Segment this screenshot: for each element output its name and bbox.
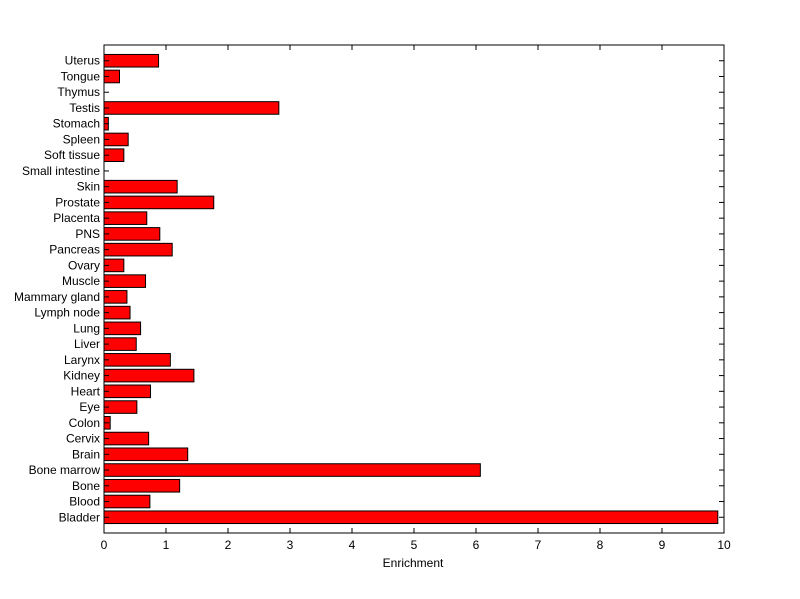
bar-cervix (103, 431, 150, 446)
y-tick-label: Kidney (63, 369, 100, 383)
bar-pancreas (103, 242, 173, 257)
x-tick-label: 2 (225, 538, 232, 552)
bar-pns (103, 227, 161, 241)
y-tick-label: Thymus (57, 85, 100, 99)
bar-bone (103, 478, 181, 493)
y-tick-label: Liver (74, 337, 100, 351)
x-tick-label: 10 (717, 538, 731, 552)
y-tick-label: Eye (79, 400, 100, 414)
y-tick-label: Blood (69, 495, 100, 509)
bar-bladder (103, 510, 719, 525)
x-tick-label: 6 (473, 538, 480, 552)
y-tick-label: Bone marrow (29, 463, 101, 477)
y-tick-label: Stomach (53, 117, 100, 131)
y-tick-label: Lymph node (34, 306, 100, 320)
bar-testis (103, 101, 280, 115)
x-tick-label: 1 (163, 538, 170, 552)
y-tick-label: Pancreas (49, 243, 100, 257)
y-tick-label: Bone (72, 479, 100, 493)
bar-placenta (103, 211, 148, 225)
y-tick-label: Cervix (66, 432, 100, 446)
x-tick-labels: 0 1 2 3 4 5 6 7 8 9 10 (101, 538, 731, 552)
bar-uterus (103, 53, 160, 68)
plot-area (104, 45, 724, 533)
y-tick-label: Brain (72, 447, 100, 461)
y-tick-label: Ovary (68, 258, 100, 272)
x-tick-label: 5 (411, 538, 418, 552)
y-tick-label: Muscle (62, 274, 100, 288)
y-tick-label: Soft tissue (44, 148, 100, 162)
x-tick-label: 4 (349, 538, 356, 552)
y-tick-label: PNS (75, 227, 100, 241)
y-tick-label: Bladder (59, 510, 100, 524)
bar-kidney (103, 368, 195, 383)
bar-larynx (103, 353, 171, 367)
bar-blood (103, 494, 151, 509)
y-tick-label: Lung (73, 321, 100, 335)
y-tick-label: Uterus (65, 54, 100, 68)
bar-bone-marrow (103, 463, 481, 477)
bar-muscle (103, 274, 147, 288)
y-tick-label: Colon (69, 416, 100, 430)
bar-lung (103, 321, 142, 336)
y-tick-label: Mammary gland (14, 290, 100, 304)
plot-frame (103, 44, 725, 534)
x-tick-label: 0 (101, 538, 108, 552)
y-tick-label: Spleen (63, 132, 100, 146)
bar-prostate (103, 195, 215, 210)
y-tick-label: Tongue (61, 69, 101, 83)
x-tick-label: 9 (659, 538, 666, 552)
bar-skin (103, 179, 178, 194)
y-tick-label: Small intestine (22, 164, 100, 178)
y-tick-label: Prostate (55, 195, 100, 209)
x-tick-label: 3 (287, 538, 294, 552)
y-tick-label: Skin (77, 180, 100, 194)
y-tick-label: Placenta (53, 211, 100, 225)
bar-heart (103, 384, 151, 399)
y-tick-label: Heart (71, 384, 101, 398)
ticks-group (103, 45, 725, 533)
bar-brain (103, 447, 189, 462)
bars-group (103, 53, 719, 525)
y-tick-label: Testis (69, 101, 100, 115)
x-axis-label: Enrichment (383, 556, 444, 570)
x-tick-label: 8 (597, 538, 604, 552)
x-tick-label: 7 (535, 538, 542, 552)
y-tick-label: Larynx (64, 353, 100, 367)
